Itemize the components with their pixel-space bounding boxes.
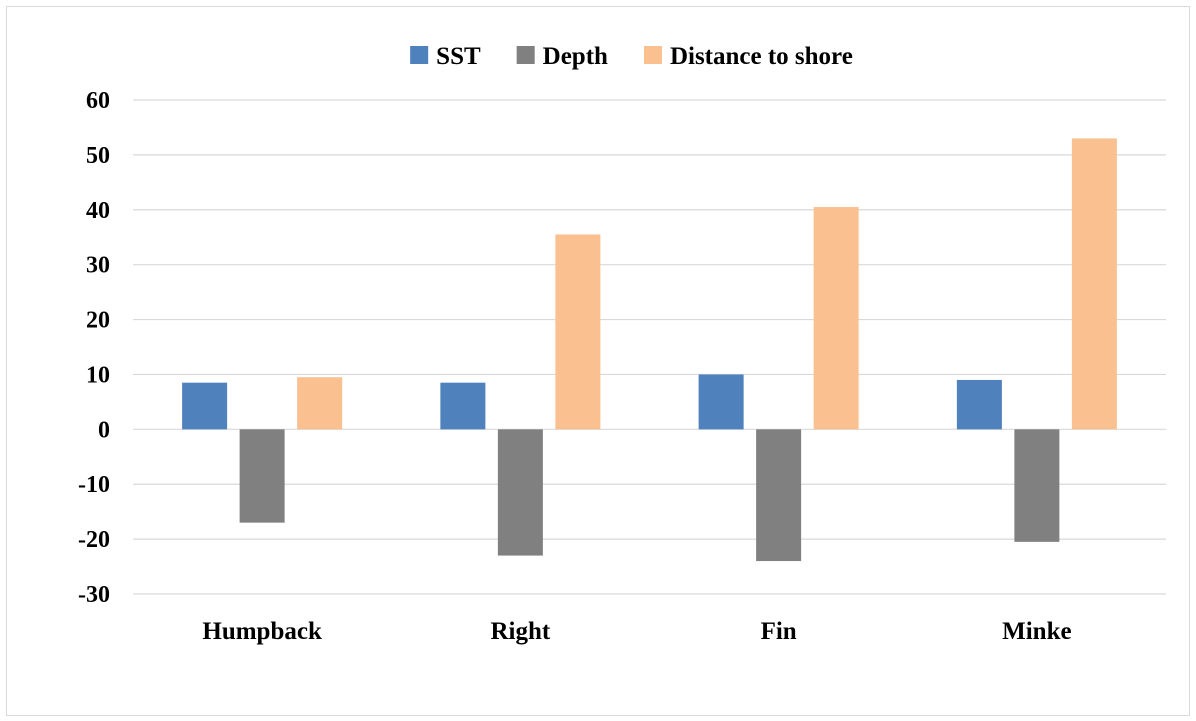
y-tick-label: -30 [78,582,110,608]
bars [182,138,1117,562]
bar-depth-right [497,429,543,556]
bar-distance-to-shore-humpback [297,377,343,430]
bar-sst-minke [956,379,1002,430]
bar-sst-fin [698,374,744,430]
y-tick-label: 40 [86,198,110,224]
y-tick-label: 10 [86,362,110,388]
y-axis-ticks: 60 50 40 30 20 10 0 -10 -20 -30 [78,88,110,608]
legend-label: Depth [543,43,608,70]
bar-distance-to-shore-fin [813,207,859,430]
legend-label: Distance to shore [670,43,853,70]
legend-label: SST [436,43,481,70]
legend-swatch [516,46,535,64]
bar-depth-fin [756,429,802,562]
x-category-label: Minke [1002,618,1071,645]
legend-swatch [410,46,429,64]
x-category-label: Fin [761,618,797,645]
y-tick-label: 20 [86,308,110,334]
legend-item-distance-to-shore: Distance to shore [643,43,853,70]
gridlines [133,99,1166,595]
legend-swatch [643,46,662,64]
bar-depth-humpback [239,429,285,523]
bar-distance-to-shore-minke [1071,138,1117,430]
x-category-label: Humpback [202,618,322,645]
legend: SST Depth Distance to shore [410,43,853,70]
y-tick-label: 60 [86,88,110,114]
y-tick-label: -10 [78,472,110,498]
y-tick-label: -20 [78,527,110,553]
y-tick-label: 0 [98,417,110,443]
bar-distance-to-shore-right [555,234,601,430]
legend-item-depth: Depth [516,43,608,70]
legend-item-sst: SST [410,43,481,70]
bar-sst-right [440,382,486,430]
y-tick-label: 50 [86,143,110,169]
y-tick-label: 30 [86,253,110,279]
x-axis-categories: Humpback Right Fin Minke [202,618,1071,645]
bar-sst-humpback [182,382,228,430]
bar-depth-minke [1014,429,1060,542]
x-category-label: Right [491,618,551,645]
